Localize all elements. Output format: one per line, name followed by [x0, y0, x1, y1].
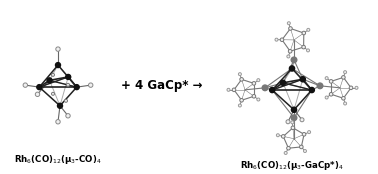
Circle shape — [344, 102, 347, 105]
Circle shape — [74, 85, 79, 90]
Circle shape — [262, 85, 268, 91]
Circle shape — [308, 131, 311, 134]
Text: Rh$_6$(CO)$_{12}$(μ$_3$-GaCp*)$_4$: Rh$_6$(CO)$_{12}$(μ$_3$-GaCp*)$_4$ — [240, 159, 344, 172]
Circle shape — [287, 146, 290, 150]
Circle shape — [291, 115, 297, 121]
Circle shape — [355, 86, 358, 89]
Circle shape — [289, 27, 292, 30]
Circle shape — [291, 107, 297, 112]
Circle shape — [257, 98, 260, 101]
Circle shape — [282, 135, 285, 138]
Circle shape — [240, 78, 243, 81]
Circle shape — [66, 114, 70, 118]
Circle shape — [239, 104, 242, 107]
Circle shape — [51, 92, 54, 95]
Circle shape — [276, 134, 279, 137]
Circle shape — [56, 63, 60, 68]
Circle shape — [65, 99, 68, 102]
Circle shape — [300, 77, 305, 82]
Circle shape — [325, 77, 328, 80]
Circle shape — [51, 73, 54, 76]
Circle shape — [304, 149, 307, 153]
Circle shape — [56, 120, 60, 124]
Circle shape — [302, 45, 305, 49]
Circle shape — [288, 49, 292, 53]
Circle shape — [57, 103, 62, 108]
Circle shape — [291, 121, 294, 124]
Circle shape — [287, 55, 290, 58]
Text: Rh$_6$(CO)$_{12}$(μ$_3$-CO)$_4$: Rh$_6$(CO)$_{12}$(μ$_3$-CO)$_4$ — [14, 153, 102, 166]
Circle shape — [66, 74, 71, 80]
Circle shape — [329, 80, 333, 83]
Circle shape — [227, 88, 230, 91]
Circle shape — [286, 120, 290, 124]
Circle shape — [280, 38, 284, 42]
Circle shape — [284, 151, 287, 155]
Circle shape — [275, 38, 278, 41]
Circle shape — [287, 22, 290, 25]
Circle shape — [317, 83, 323, 89]
Circle shape — [37, 85, 42, 90]
Circle shape — [280, 80, 286, 85]
Circle shape — [344, 71, 347, 74]
Circle shape — [325, 96, 328, 99]
Circle shape — [302, 133, 306, 136]
Circle shape — [302, 31, 305, 35]
Circle shape — [239, 73, 242, 76]
Circle shape — [299, 145, 303, 149]
Circle shape — [300, 118, 304, 122]
Circle shape — [232, 88, 236, 92]
Circle shape — [240, 98, 243, 102]
Circle shape — [342, 96, 345, 100]
Circle shape — [23, 83, 28, 87]
Circle shape — [349, 86, 353, 90]
Circle shape — [257, 79, 260, 82]
Circle shape — [342, 76, 345, 79]
Circle shape — [307, 49, 310, 52]
Circle shape — [290, 66, 294, 71]
Circle shape — [252, 82, 256, 85]
Circle shape — [270, 87, 275, 93]
Circle shape — [67, 83, 70, 86]
Circle shape — [291, 126, 295, 130]
Circle shape — [35, 92, 40, 97]
Circle shape — [329, 93, 333, 96]
Circle shape — [56, 47, 60, 51]
Circle shape — [291, 57, 297, 63]
Circle shape — [88, 83, 93, 87]
Circle shape — [307, 28, 310, 31]
Circle shape — [47, 78, 52, 83]
Circle shape — [252, 94, 256, 98]
Circle shape — [309, 87, 314, 93]
Text: + 4 GaCp* →: + 4 GaCp* → — [121, 79, 203, 92]
